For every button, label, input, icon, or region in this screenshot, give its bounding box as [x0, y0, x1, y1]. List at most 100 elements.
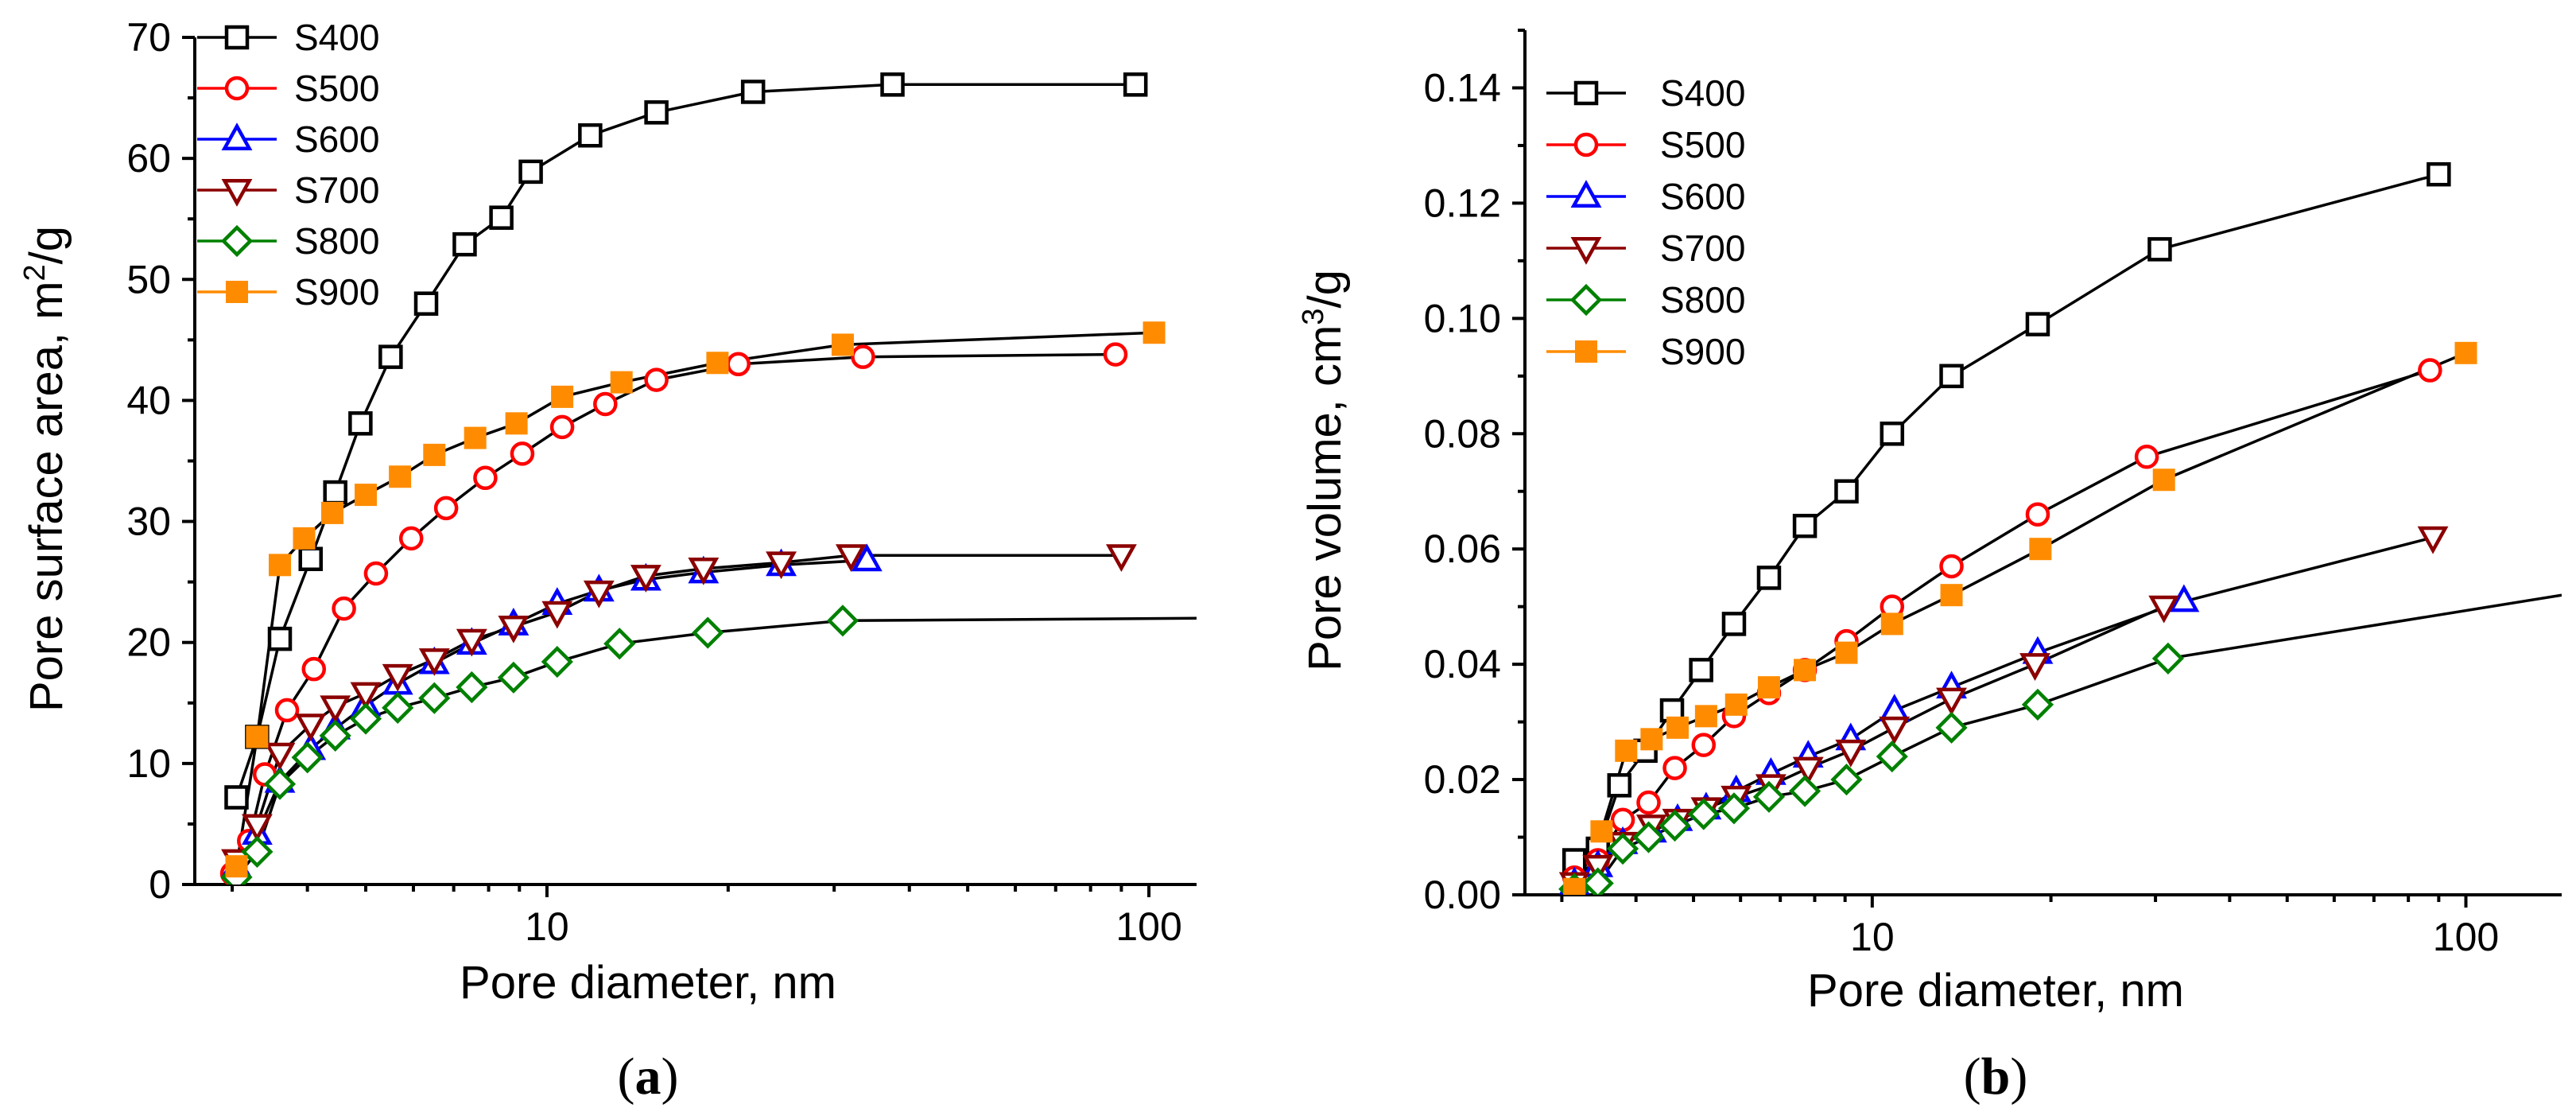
panel-a-point-s700 — [766, 551, 797, 580]
panel-b-point-s900 — [2152, 468, 2175, 492]
panel-a-point-s500 — [593, 391, 618, 417]
panel-a-point-s400 — [518, 159, 543, 185]
panel-b-point-s900 — [1640, 728, 1663, 751]
panel-a-point-s400 — [323, 480, 347, 505]
panel-b-point-s700 — [1792, 756, 1824, 785]
panel-b-point-s400 — [2147, 237, 2172, 262]
legend-marker-s900 — [1575, 340, 1597, 363]
panel-a-point-s500 — [332, 596, 356, 621]
panel-b-point-s900 — [1940, 584, 1963, 607]
legend-marker-s800 — [220, 224, 254, 258]
panel-a-point-s700 — [382, 663, 413, 692]
legend-marker-s600 — [221, 122, 253, 150]
panel-b-y-tick-label: 0.14 — [1424, 65, 1501, 110]
panel-b-y-tick-label: 0.08 — [1424, 411, 1501, 456]
panel-a-point-s900 — [246, 725, 269, 748]
legend-marker-s400 — [1573, 80, 1599, 106]
panel-a-series-line-s900 — [235, 331, 1154, 867]
legend-marker-s700 — [1570, 237, 1602, 265]
panel-a-label: (a) — [618, 1048, 679, 1106]
legend-marker-s500 — [224, 76, 250, 101]
panel-b-point-s500 — [2025, 502, 2050, 527]
panel-b-point-s700 — [1879, 716, 1911, 744]
panel-b-point-s600 — [2168, 584, 2200, 612]
panel-a-point-s400 — [489, 205, 514, 230]
panel-b-y-tick-label: 0.06 — [1424, 527, 1501, 571]
panel-a-point-s400 — [1123, 72, 1148, 97]
panel-b-point-s800 — [1687, 798, 1720, 830]
panel-a-point-s500 — [301, 656, 327, 682]
panel-a-point-s700 — [630, 565, 661, 593]
panel-b-point-s900 — [1615, 739, 1638, 762]
panel-b-point-s800 — [1752, 780, 1786, 813]
panel-a-point-s400 — [413, 291, 439, 316]
panel-a-point-s800 — [692, 616, 724, 649]
panel-b-point-s800 — [2021, 688, 2054, 721]
panel-a-point-s800 — [497, 661, 530, 694]
legend-label-s700: S700 — [294, 169, 379, 211]
panel-a-y-tick-label: 60 — [126, 136, 171, 181]
panel-b-point-s800 — [1658, 809, 1691, 842]
panel-b-x-tick-label: 10 — [1850, 915, 1895, 959]
panel-a-point-s700 — [320, 695, 351, 724]
panel-a-point-s800 — [349, 702, 382, 735]
legend-label-s400: S400 — [294, 17, 379, 58]
legend-label-s400: S400 — [1660, 72, 1745, 114]
panel-a-point-s900 — [269, 554, 292, 577]
panel-a-point-s900 — [1143, 321, 1166, 344]
panel-a-point-s400 — [298, 546, 323, 571]
legend-label-s500: S500 — [294, 68, 379, 109]
panel-b-y-tick-label: 0.04 — [1424, 642, 1501, 686]
panel-a-series-line-s400 — [235, 83, 1136, 799]
legend-label-s700: S700 — [1660, 227, 1745, 269]
panel-b-point-s900 — [1563, 877, 1586, 895]
legend-label-s800: S800 — [294, 220, 379, 262]
panel-a-plot-area — [219, 72, 1197, 884]
panel-b-point-s700 — [1936, 687, 1967, 716]
panel-a-y-tick-label: 20 — [126, 620, 171, 665]
panel-a-point-s400 — [644, 100, 669, 125]
legend-marker-s500 — [1573, 132, 1599, 157]
panel-a-point-s500 — [726, 352, 751, 377]
panel-a-point-s800 — [418, 682, 451, 714]
panel-a-point-s800 — [241, 835, 274, 869]
panel-a-point-s700 — [264, 742, 296, 771]
panel-b-x-axis-title: Pore diameter, nm — [1807, 965, 2184, 1017]
panel-b-point-s800 — [2151, 642, 2184, 675]
panel-b-point-s400 — [1880, 422, 1905, 446]
panel-a-point-s500 — [274, 698, 300, 723]
legend-label-s600: S600 — [1660, 176, 1745, 217]
panel-b-point-s400 — [2427, 161, 2451, 187]
panel-b-point-s700 — [2148, 595, 2180, 624]
panel-a-y-tick-label: 50 — [126, 257, 171, 301]
legend-label-s900: S900 — [1660, 331, 1745, 372]
panel-b-point-s800 — [1788, 775, 1821, 807]
panel-b-series-line-s400 — [1573, 173, 2439, 862]
panel-a-point-s500 — [398, 526, 424, 551]
panel-b-point-s700 — [1835, 739, 1867, 768]
panel-a-point-s700 — [583, 580, 615, 608]
panel-a-point-s400 — [267, 626, 293, 651]
panel-a-point-s400 — [578, 122, 603, 148]
panel-b-point-s400 — [1721, 612, 1747, 636]
panel-a-point-s700 — [1105, 544, 1137, 573]
panel-a-point-s900 — [423, 443, 446, 466]
panel-b-point-s900 — [1880, 612, 1903, 636]
panel-b-point-s400 — [2025, 312, 2050, 336]
panel-a-point-s500 — [363, 561, 389, 586]
panel-b-point-s700 — [2417, 526, 2449, 554]
panel-a-point-s500 — [433, 496, 459, 521]
panel-b-point-s900 — [2454, 341, 2477, 364]
panel-b-point-s800 — [1876, 740, 1908, 773]
panel-b-point-s500 — [1691, 733, 1717, 757]
panel-b-y-tick-label: 0.02 — [1424, 757, 1501, 802]
panel-a-point-s700 — [835, 544, 867, 573]
panel-b-point-s900 — [1835, 641, 1858, 664]
panel-a-point-s800 — [263, 768, 297, 800]
panel-b-point-s500 — [2134, 445, 2159, 469]
panel-a-point-s400 — [452, 231, 477, 257]
panel-a-point-s800 — [603, 628, 636, 660]
panel-b-point-s800 — [1581, 867, 1614, 895]
panel-b-y-axis-title: Pore volume, cm3/g — [1297, 270, 1351, 671]
